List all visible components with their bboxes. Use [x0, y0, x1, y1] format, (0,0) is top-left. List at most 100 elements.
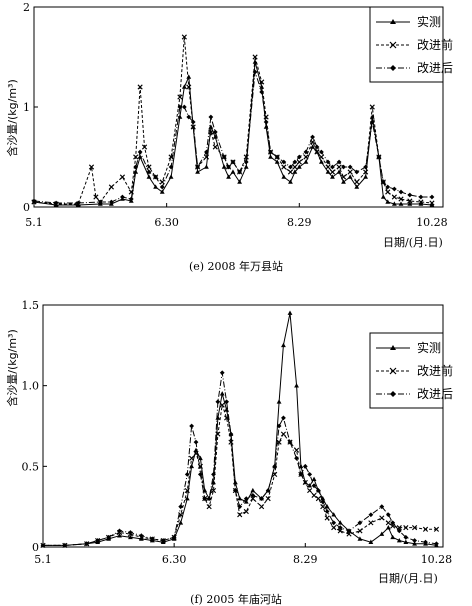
- data-point: [108, 184, 114, 190]
- data-point: [133, 164, 139, 170]
- data-point: [31, 198, 37, 204]
- data-point: [230, 169, 236, 174]
- data-point: [369, 104, 375, 110]
- data-point: [307, 487, 313, 494]
- chart-caption: (e) 2008 年万县站: [189, 259, 283, 273]
- chart-caption: (f) 2005 年庙河站: [190, 592, 282, 606]
- data-point: [296, 154, 302, 160]
- data-point: [311, 483, 317, 489]
- data-point: [354, 179, 360, 185]
- y-ticks: 0 1 2: [23, 1, 38, 214]
- data-point: [341, 164, 346, 170]
- data-point: [330, 164, 335, 170]
- data-point: [195, 164, 200, 170]
- data-point: [206, 496, 212, 501]
- data-point: [137, 84, 143, 90]
- data-point: [418, 194, 424, 200]
- data-point: [259, 89, 265, 95]
- data-point: [310, 134, 315, 140]
- data-point: [293, 447, 300, 453]
- data-point: [391, 201, 397, 206]
- data-point: [311, 476, 317, 482]
- data-point: [243, 499, 249, 504]
- data-point: [429, 194, 435, 200]
- data-point: [294, 383, 299, 388]
- data-point: [379, 504, 385, 510]
- data-point: [324, 504, 330, 509]
- data-point: [303, 154, 309, 160]
- data-point: [168, 174, 174, 179]
- data-point: [206, 504, 212, 510]
- data-point: [133, 154, 139, 160]
- legend: 实测 改进前 改进后: [369, 6, 453, 83]
- x-tick-label: 5.1: [25, 216, 43, 229]
- data-point: [40, 542, 46, 548]
- data-point: [189, 455, 195, 461]
- data-point: [219, 370, 225, 376]
- x-tick-label: 6.30: [162, 553, 187, 566]
- data-point: [141, 144, 148, 150]
- data-point: [418, 199, 424, 205]
- data-point: [380, 179, 386, 185]
- x-tick-label: 5.1: [34, 553, 52, 566]
- data-point: [347, 169, 353, 175]
- data-point: [418, 201, 424, 206]
- data-point: [337, 520, 343, 525]
- data-point: [181, 104, 187, 110]
- x-ticks: 5.1 6.30 8.29 10.28: [34, 543, 452, 566]
- data-point: [243, 496, 249, 501]
- data-point: [368, 539, 374, 544]
- x-tick-label: 10.28: [421, 553, 453, 566]
- data-point: [303, 149, 309, 155]
- series-layer: [31, 34, 435, 207]
- data-point: [224, 399, 230, 405]
- y-tick-label: 1.0: [22, 380, 40, 393]
- data-point: [237, 496, 243, 501]
- data-point: [319, 149, 324, 155]
- data-point: [379, 515, 385, 521]
- data-point: [288, 164, 293, 170]
- data-point: [228, 431, 234, 437]
- data-point: [357, 520, 363, 526]
- data-point: [84, 541, 90, 547]
- data-point: [429, 200, 435, 206]
- data-point: [146, 169, 152, 175]
- data-point: [259, 79, 265, 85]
- data-point: [177, 114, 183, 119]
- data-point: [390, 534, 396, 540]
- data-point: [228, 439, 234, 445]
- data-point: [412, 541, 417, 546]
- data-point: [390, 523, 396, 529]
- data-point: [422, 526, 429, 532]
- data-point: [265, 496, 271, 502]
- data-point: [403, 534, 409, 540]
- data-point: [329, 169, 336, 175]
- data-point: [314, 144, 320, 150]
- data-point: [368, 520, 374, 526]
- data-point: [120, 194, 125, 200]
- y-axis-label: 含沙量/(kg/m³): [5, 329, 19, 406]
- legend: 实测 改进前 改进后: [369, 332, 453, 409]
- data-point: [292, 169, 298, 174]
- data-point: [258, 504, 265, 510]
- data-point: [128, 196, 134, 202]
- data-point: [369, 119, 375, 125]
- data-point: [354, 184, 360, 189]
- data-point: [208, 124, 214, 129]
- y-ticks: 0 0.5 1.0 1.5: [22, 299, 47, 554]
- series-line: [43, 404, 437, 546]
- legend-marker-measured: [390, 345, 396, 350]
- chart-f: 00.51.01.5 5.1 6.30 8.29 10.28 含沙量/(kg/m³) …: [5, 299, 453, 606]
- data-point: [219, 402, 225, 408]
- data-point: [193, 447, 199, 452]
- data-point: [330, 174, 335, 179]
- data-point: [280, 431, 287, 437]
- data-point: [237, 512, 243, 518]
- data-point: [385, 189, 391, 195]
- data-point: [331, 520, 337, 526]
- data-point: [354, 169, 360, 175]
- data-point: [363, 164, 369, 170]
- legend-label-before: 改进前: [417, 363, 453, 378]
- y-tick-label: 1.5: [22, 299, 40, 312]
- data-point: [337, 528, 343, 534]
